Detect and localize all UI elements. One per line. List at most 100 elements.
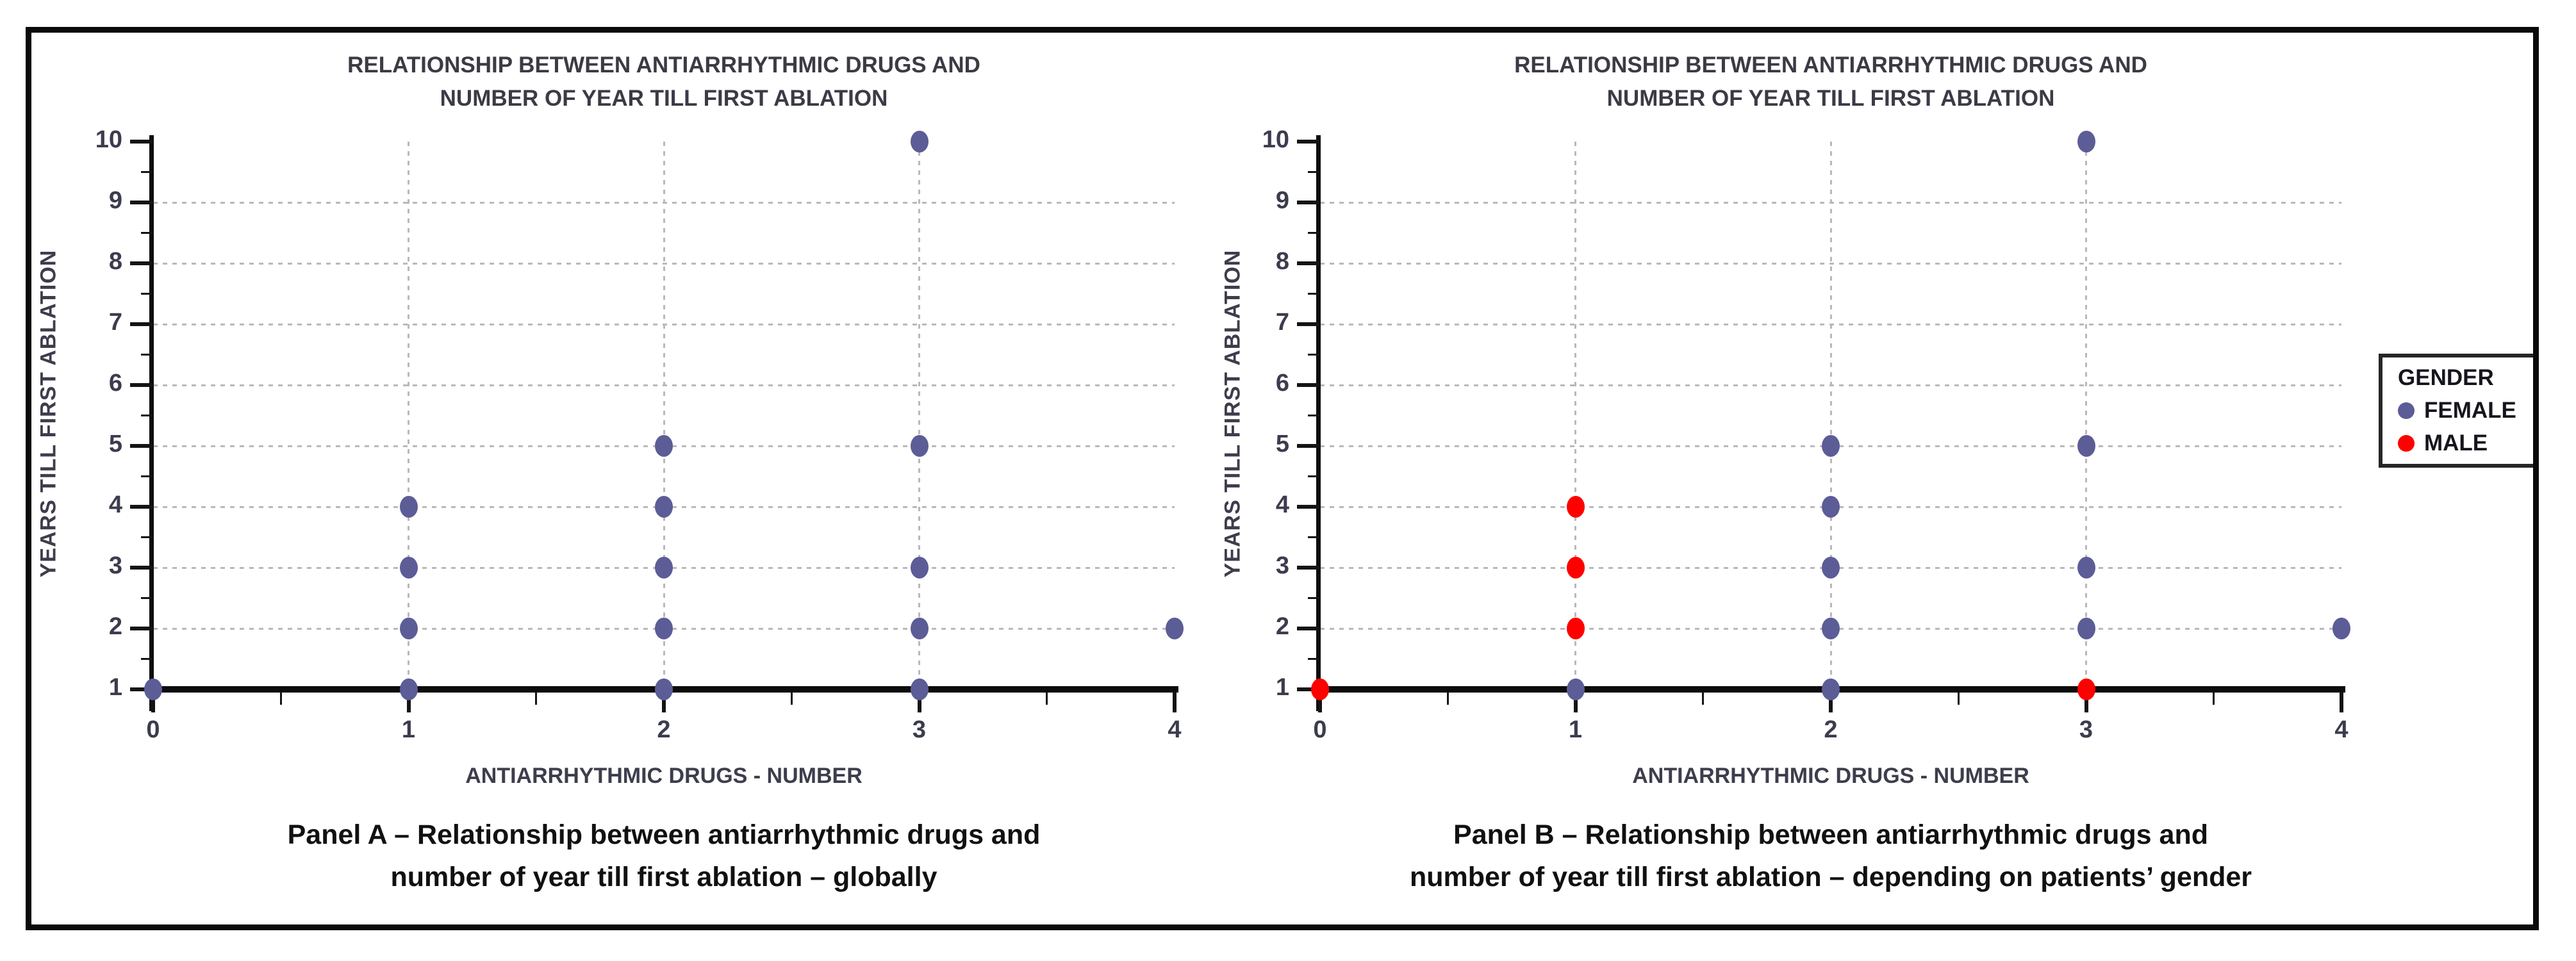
panel-a-y-tick-label: 2 [108,613,122,640]
panel-a-x-tick-label: 1 [401,716,416,743]
panel-b-y-tick [1297,140,1320,144]
panel-b-data-point [2077,678,2095,700]
legend-item-male: MALE [2398,431,2535,456]
panel-b-vertical-gridline [1829,142,1832,689]
panel-a-chart-title: RELATIONSHIP BETWEEN ANTIARRHYTHMIC DRUG… [153,49,1175,115]
panel-b-data-point [2077,618,2095,639]
panel-a-x-tick [662,692,666,712]
panel-b-y-tick [1297,383,1320,387]
panel-b-y-tick [1297,201,1320,204]
panel-b-y-tick-label: 7 [1275,309,1289,336]
panel-b-y-tick [1297,687,1320,691]
panel-a-x-tick-label: 2 [657,716,671,743]
panel-a-x-tick-label: 4 [1168,716,1182,743]
panel-b-x-tick [1318,692,1322,712]
panel-a-data-point [655,435,673,457]
panel-b-data-point [1822,435,1840,457]
panel-a-y-tick-label: 8 [108,248,122,275]
panel-b-y-tick [1297,566,1320,570]
panel-b-y-minor-tick [1308,475,1320,477]
panel-a-data-point [910,557,929,579]
panel-b-x-tick [2340,692,2343,712]
panel-a-y-tick [130,627,153,630]
panel-b-horizontal-gridline [1320,323,2341,325]
panel-b-y-tick-label: 5 [1275,431,1289,457]
panel-a-y-tick [130,383,153,387]
panel-b-y-tick-label: 3 [1275,552,1289,579]
male-dot-icon [2398,435,2415,452]
panel-a-data-point [655,557,673,579]
panel-a-y-tick-label: 6 [108,370,122,397]
legend-label-male: MALE [2424,431,2488,456]
panel-b-vertical-gridline [2085,142,2087,689]
panel-a-data-point [1166,618,1184,639]
panel-a-data-point [910,618,929,639]
panel-a-y-minor-tick [141,658,153,660]
panel-b-data-point [2077,435,2095,457]
panel-b-y-tick [1297,505,1320,509]
panel-a-x-minor-tick [790,692,793,705]
panel-a-y-minor-tick [141,536,153,538]
panel-b-title-line-2: NUMBER OF YEAR TILL FIRST ABLATION [1606,86,2055,111]
panel-b-caption: Panel B – Relationship between antiarrhy… [1320,814,2341,898]
panel-b-data-point [1822,618,1840,639]
panel-a-y-minor-tick [141,354,153,356]
panel-a-y-tick-label: 7 [108,309,122,336]
panel-b-y-tick [1297,261,1320,265]
legend-item-female: FEMALE [2398,398,2535,423]
panel-a-x-tick [406,692,411,712]
panel-b-x-minor-tick [1702,692,1705,705]
panel-b-y-minor-tick [1308,536,1320,538]
panel-b-x-tick-label: 1 [1568,716,1583,743]
panel-b-x-minor-tick [1446,692,1449,705]
panel-a-y-tick [130,322,153,326]
panel-a-y-minor-tick [141,475,153,477]
panel-a-y-tick [130,566,153,570]
panel-b-y-minor-tick [1308,293,1320,295]
panel-b-caption-line-2: number of year till first ablation – dep… [1409,862,2252,892]
panel-a-data-point [655,678,673,700]
panel-a-x-tick [1173,692,1177,712]
panel-a-title-line-1: RELATIONSHIP BETWEEN ANTIARRHYTHMIC DRUG… [347,53,980,78]
panel-b-data-point [2332,618,2350,639]
panel-b-y-minor-tick [1308,171,1320,173]
panel-a-y-tick-label: 5 [108,431,122,457]
panel-b-caption-line-1: Panel B – Relationship between antiarrhy… [1453,819,2208,850]
panel-b-y-tick [1297,444,1320,448]
panel-a-horizontal-gridline [153,201,1175,204]
panel-b-x-tick-label: 3 [2079,716,2093,743]
panel-a-vertical-gridline [918,142,920,689]
panel-a-caption: Panel A – Relationship between antiarrhy… [153,814,1175,898]
panel-a-data-point [655,618,673,639]
panel-b-y-tick [1297,322,1320,326]
panel-b-y-tick [1297,627,1320,630]
panel-b-title-line-1: RELATIONSHIP BETWEEN ANTIARRHYTHMIC DRUG… [1514,53,2147,78]
panel-b-data-point [1311,678,1329,700]
panel-b-y-tick-label: 9 [1275,187,1289,214]
panel-a-data-point [910,131,929,152]
panel-a-x-axis-title: ANTIARRHYTHMIC DRUGS - NUMBER [465,764,863,788]
panel-b-horizontal-gridline [1320,201,2341,204]
panel-a-data-point [399,557,418,579]
panel-a-y-tick [130,687,153,691]
panel-a-y-axis-line [149,135,154,711]
panel-a-caption-line-2: number of year till first ablation – glo… [390,862,937,892]
panel-a-y-tick [130,261,153,265]
panel-b-horizontal-gridline [1320,262,2341,265]
figure-border [26,27,2539,930]
panel-b-x-minor-tick [2213,692,2215,705]
panel-b-x-tick [2084,692,2088,712]
panel-a-horizontal-gridline [153,323,1175,325]
panel-b-y-tick-label: 6 [1275,370,1289,397]
panel-a-horizontal-gridline [153,262,1175,265]
panel-a-data-point [910,435,929,457]
panel-a-data-point [399,496,418,518]
panel-a-vertical-gridline [663,142,665,689]
panel-b-y-axis-line [1316,135,1321,711]
panel-b-y-tick-label: 8 [1275,248,1289,275]
panel-b-y-minor-tick [1308,354,1320,356]
panel-a-y-tick-label: 1 [108,674,122,701]
panel-b-y-tick-label: 10 [1262,126,1289,153]
panel-a-title-line-2: NUMBER OF YEAR TILL FIRST ABLATION [440,86,888,111]
panel-a-y-tick [130,444,153,448]
